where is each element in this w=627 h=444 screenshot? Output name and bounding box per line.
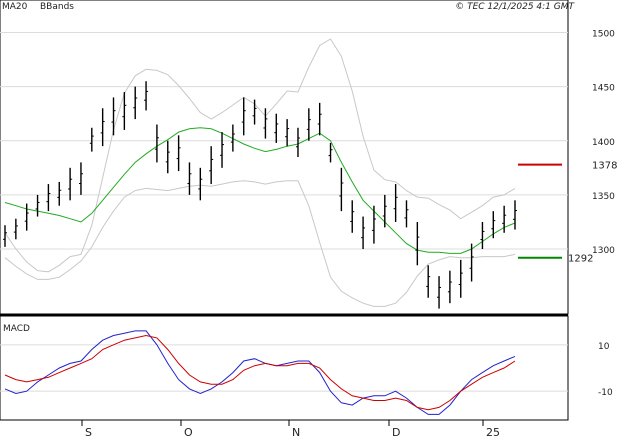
support-level-label: 1292 (568, 254, 593, 265)
price-tick-label: 1400 (592, 138, 615, 148)
macd-lines (4, 330, 516, 415)
x-tick-label: 25 (486, 426, 500, 439)
macd-signal-line (4, 334, 516, 411)
ma20-path (4, 127, 516, 254)
price-tick-label: 1350 (592, 192, 615, 202)
copyright-text: © TEC 12/1/2025 4:1 GMT (455, 2, 575, 12)
price-levels: 1378 1292 (518, 161, 617, 265)
price-tick-label: 1300 (592, 246, 615, 256)
price-tick-label: 1450 (592, 84, 615, 94)
axis-labels: 1300 1350 1400 1450 1500 10 -10 S O N D 25 (0, 29, 615, 439)
bband-line (4, 38, 516, 273)
macd-tick-label: -10 (598, 388, 613, 398)
price-tick-label: 1500 (592, 29, 615, 39)
legend-bbands: BBands (40, 2, 74, 12)
ma20-line (4, 127, 516, 254)
x-tick-label: N (292, 426, 300, 439)
bollinger-bands (4, 38, 516, 307)
x-tick-label: O (184, 426, 193, 439)
macd-title: MACD (3, 324, 30, 334)
price-bars (3, 81, 517, 309)
x-tick-label: S (85, 426, 92, 439)
macd-tick-label: 10 (598, 342, 610, 352)
legend-ma20: MA20 (2, 2, 28, 12)
x-tick-label: D (392, 426, 400, 439)
resistance-level-label: 1378 (592, 161, 617, 172)
bband-line (4, 180, 516, 307)
macd-line (4, 330, 516, 415)
macd-panel-frame (0, 315, 569, 421)
price-panel-frame (0, 0, 569, 315)
grid-layer (0, 31, 568, 392)
